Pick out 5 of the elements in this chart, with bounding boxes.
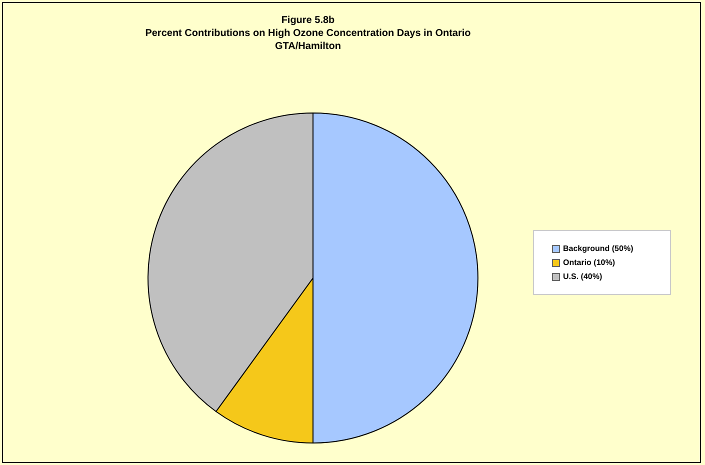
chart-title: Figure 5.8b bbox=[280, 14, 336, 27]
legend-label: Background (50%) bbox=[563, 244, 634, 253]
legend-label: Ontario (10%) bbox=[563, 258, 616, 267]
chart-subtitle: Percent Contributions on High Ozone Concentration Days in Ontario GTA/Hamilton bbox=[144, 27, 472, 53]
legend-label: U.S. (40%) bbox=[563, 272, 602, 281]
